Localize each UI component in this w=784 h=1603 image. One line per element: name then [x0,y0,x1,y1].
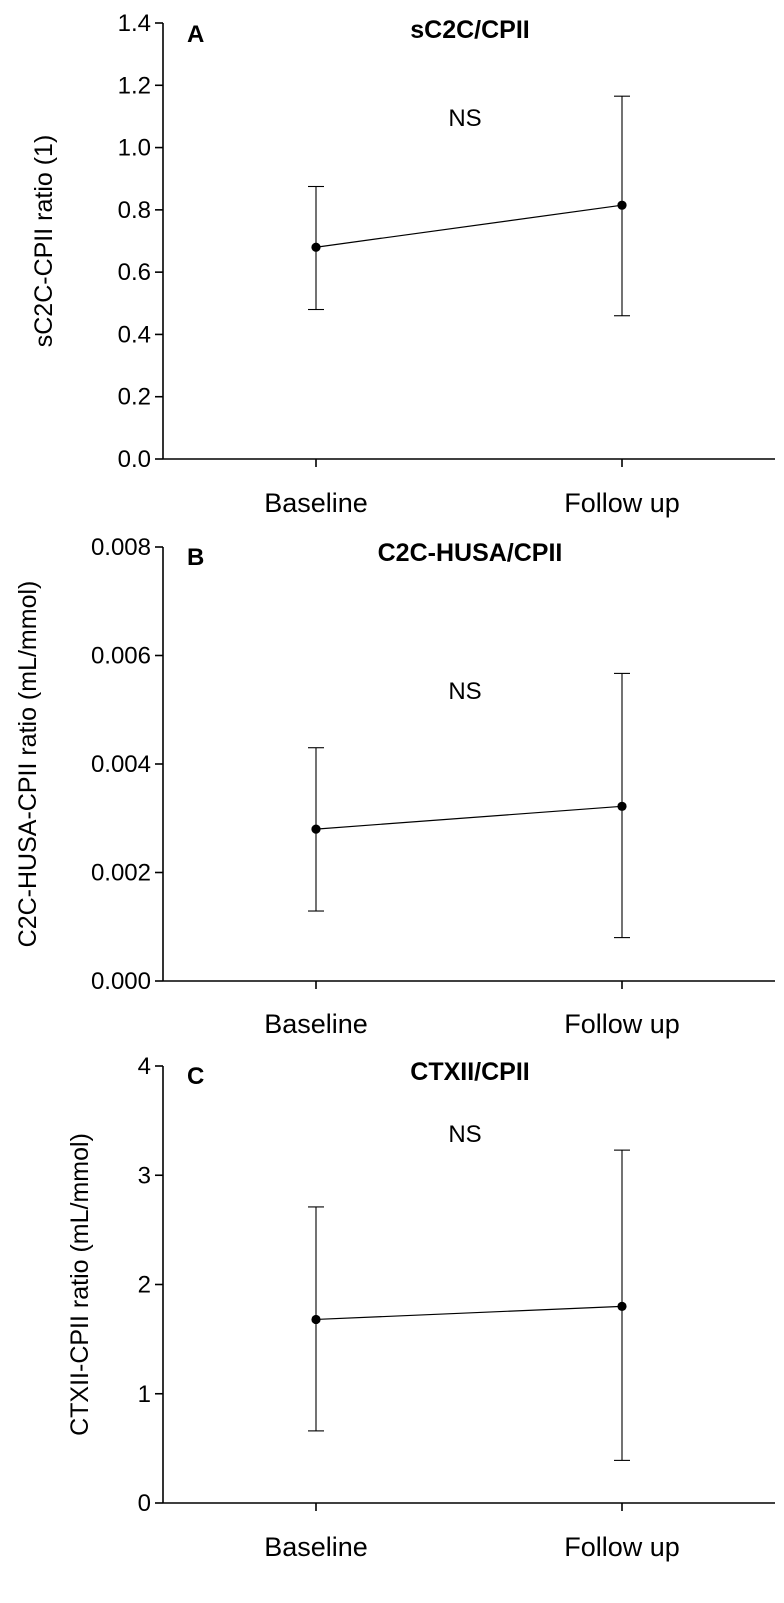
significance-annotation: NS [448,105,481,132]
y-tick-label: 0 [138,1490,151,1517]
y-tick-label: 1.4 [118,10,151,37]
y-axis-label: sC2C-CPII ratio (1) [30,135,58,348]
y-tick-label: 0.000 [91,968,151,995]
y-tick-label: 0.004 [91,751,151,778]
chart-panel-c: 0 1 2 3 4 Baseline Follow up CTXII-CPII ratio (… [66,1053,775,1562]
y-tick-label: 0.008 [91,534,151,561]
series-line [315,204,623,248]
x-tick-label: Follow up [564,1009,680,1039]
y-tick-label: 0.2 [118,384,151,411]
panel-title: C2C-HUSA/CPII [378,539,563,567]
y-axis-label: C2C-HUSA-CPII ratio (mL/mmol) [14,581,42,948]
y-tick-label: 1.0 [118,135,151,162]
chart-panel-a: 0.0 0.2 0.4 0.6 0.8 1.0 1.2 1.4 Baseline Follow u… [30,10,775,518]
y-tick-label: 0.002 [91,860,151,887]
x-tick-label: Follow up [564,488,680,518]
series-line [315,805,623,830]
data-point [311,824,321,834]
y-tick-label: 0.006 [91,643,151,670]
panel-title: sC2C/CPII [410,16,529,44]
y-tick-label: 0.8 [118,197,151,224]
panel-letter: A [187,21,204,48]
x-tick-label: Follow up [564,1532,680,1562]
y-tick-label: 1 [138,1381,151,1408]
panel-letter: C [187,1063,204,1090]
data-point [311,1314,321,1325]
y-tick-label: 4 [138,1053,151,1080]
data-point [311,242,321,252]
y-tick-label: 1.2 [118,72,151,99]
data-point [617,200,627,210]
chart-panel-b: 0.000 0.002 0.004 0.006 0.008 Baseline Follow … [14,534,775,1039]
significance-annotation: NS [448,1121,481,1148]
panel-letter: B [187,544,204,571]
y-tick-label: 0.4 [118,321,151,348]
data-point [617,1301,627,1311]
y-tick-label: 0.6 [118,259,151,286]
significance-annotation: NS [448,678,481,705]
x-tick-label: Baseline [264,1532,368,1562]
y-axis-label: CTXII-CPII ratio (mL/mmol) [66,1133,94,1436]
panel-title: CTXII/CPII [410,1058,529,1086]
series-line [315,1305,623,1321]
data-point [617,801,627,811]
x-tick-label: Baseline [264,488,368,518]
y-tick-label: 2 [138,1272,151,1299]
y-tick-label: 0.0 [118,446,151,473]
x-tick-label: Baseline [264,1009,368,1039]
y-tick-label: 3 [138,1162,151,1189]
